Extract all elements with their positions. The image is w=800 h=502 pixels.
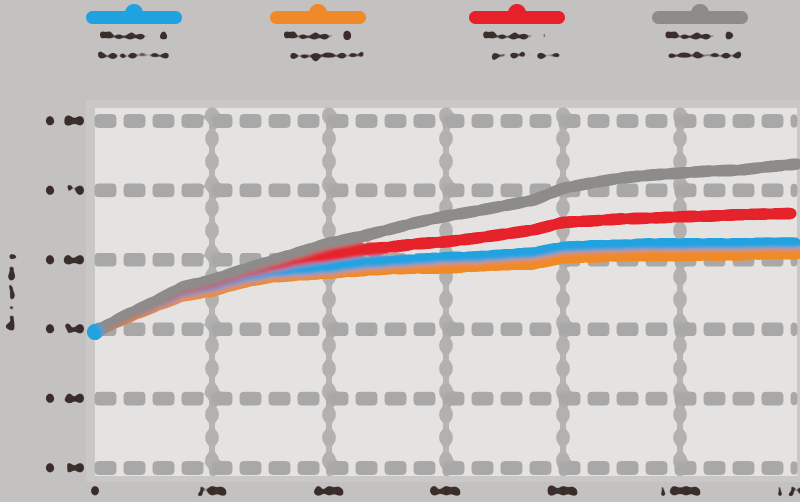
y-tick-label: 0.30 — [44, 459, 86, 479]
legend-label: Model D (combined) — [612, 27, 788, 65]
legend-label-desc: (baseline) — [89, 46, 179, 64]
x-tick-label: 0 — [89, 482, 101, 502]
legend-label-name: Model A — [98, 27, 170, 45]
y-axis-title: Accuracy — [1, 251, 20, 333]
legend-line-bar — [86, 11, 182, 24]
series-start-marker — [87, 323, 103, 340]
legend-label-desc: (+ pretrain) — [463, 46, 571, 64]
legend: Model A (baseline) Model B (+ augment) M… — [0, 0, 800, 96]
legend-item-series-gray: Model D (combined) — [612, 2, 788, 65]
legend-line-bar — [270, 11, 366, 24]
legend-line-swatch — [46, 2, 222, 26]
legend-label-desc: (+ augment) — [261, 46, 375, 64]
legend-label-desc: (combined) — [649, 46, 751, 64]
legend-line-bar — [469, 11, 565, 24]
y-tick-label: 0.60 — [44, 251, 86, 271]
x-tick-label: 100k — [657, 482, 704, 502]
legend-label: Model C (+ pretrain) — [429, 27, 605, 65]
legend-label-name: Model B — [282, 27, 354, 45]
legend-item-series-orange: Model B (+ augment) — [230, 2, 406, 65]
axis-labels: 0.80 0.70 0.60 0.50 0.40 0.300 20k 40k 60k 80k 100… — [1, 112, 800, 502]
y-tick-label: 0.50 — [44, 320, 86, 340]
legend-line-swatch — [429, 2, 605, 26]
x-tick-label: 20k — [195, 482, 231, 502]
legend-label: Model B (+ augment) — [230, 27, 406, 65]
legend-label-name: Model C — [481, 27, 553, 45]
series-lines — [87, 158, 800, 340]
legend-item-series-red: Model C (+ pretrain) — [429, 2, 605, 65]
legend-label-name: Model D — [663, 27, 737, 45]
x-tick-label: 60k — [429, 482, 465, 502]
gridlines — [95, 107, 797, 483]
y-tick-label: 0.40 — [44, 390, 86, 410]
x-tick-label: 80k — [546, 482, 582, 502]
legend-label: Model A (baseline) — [46, 27, 222, 65]
legend-item-series-blue: Model A (baseline) — [46, 2, 222, 65]
x-tick-label: 120k — [774, 482, 800, 502]
legend-line-bar — [652, 11, 748, 24]
y-tick-label: 0.80 — [44, 112, 86, 132]
y-tick-label: 0.70 — [44, 181, 86, 201]
x-tick-label: 40k — [312, 482, 348, 502]
legend-line-swatch — [612, 2, 788, 26]
legend-line-swatch — [230, 2, 406, 26]
series-line-gray — [89, 158, 800, 338]
